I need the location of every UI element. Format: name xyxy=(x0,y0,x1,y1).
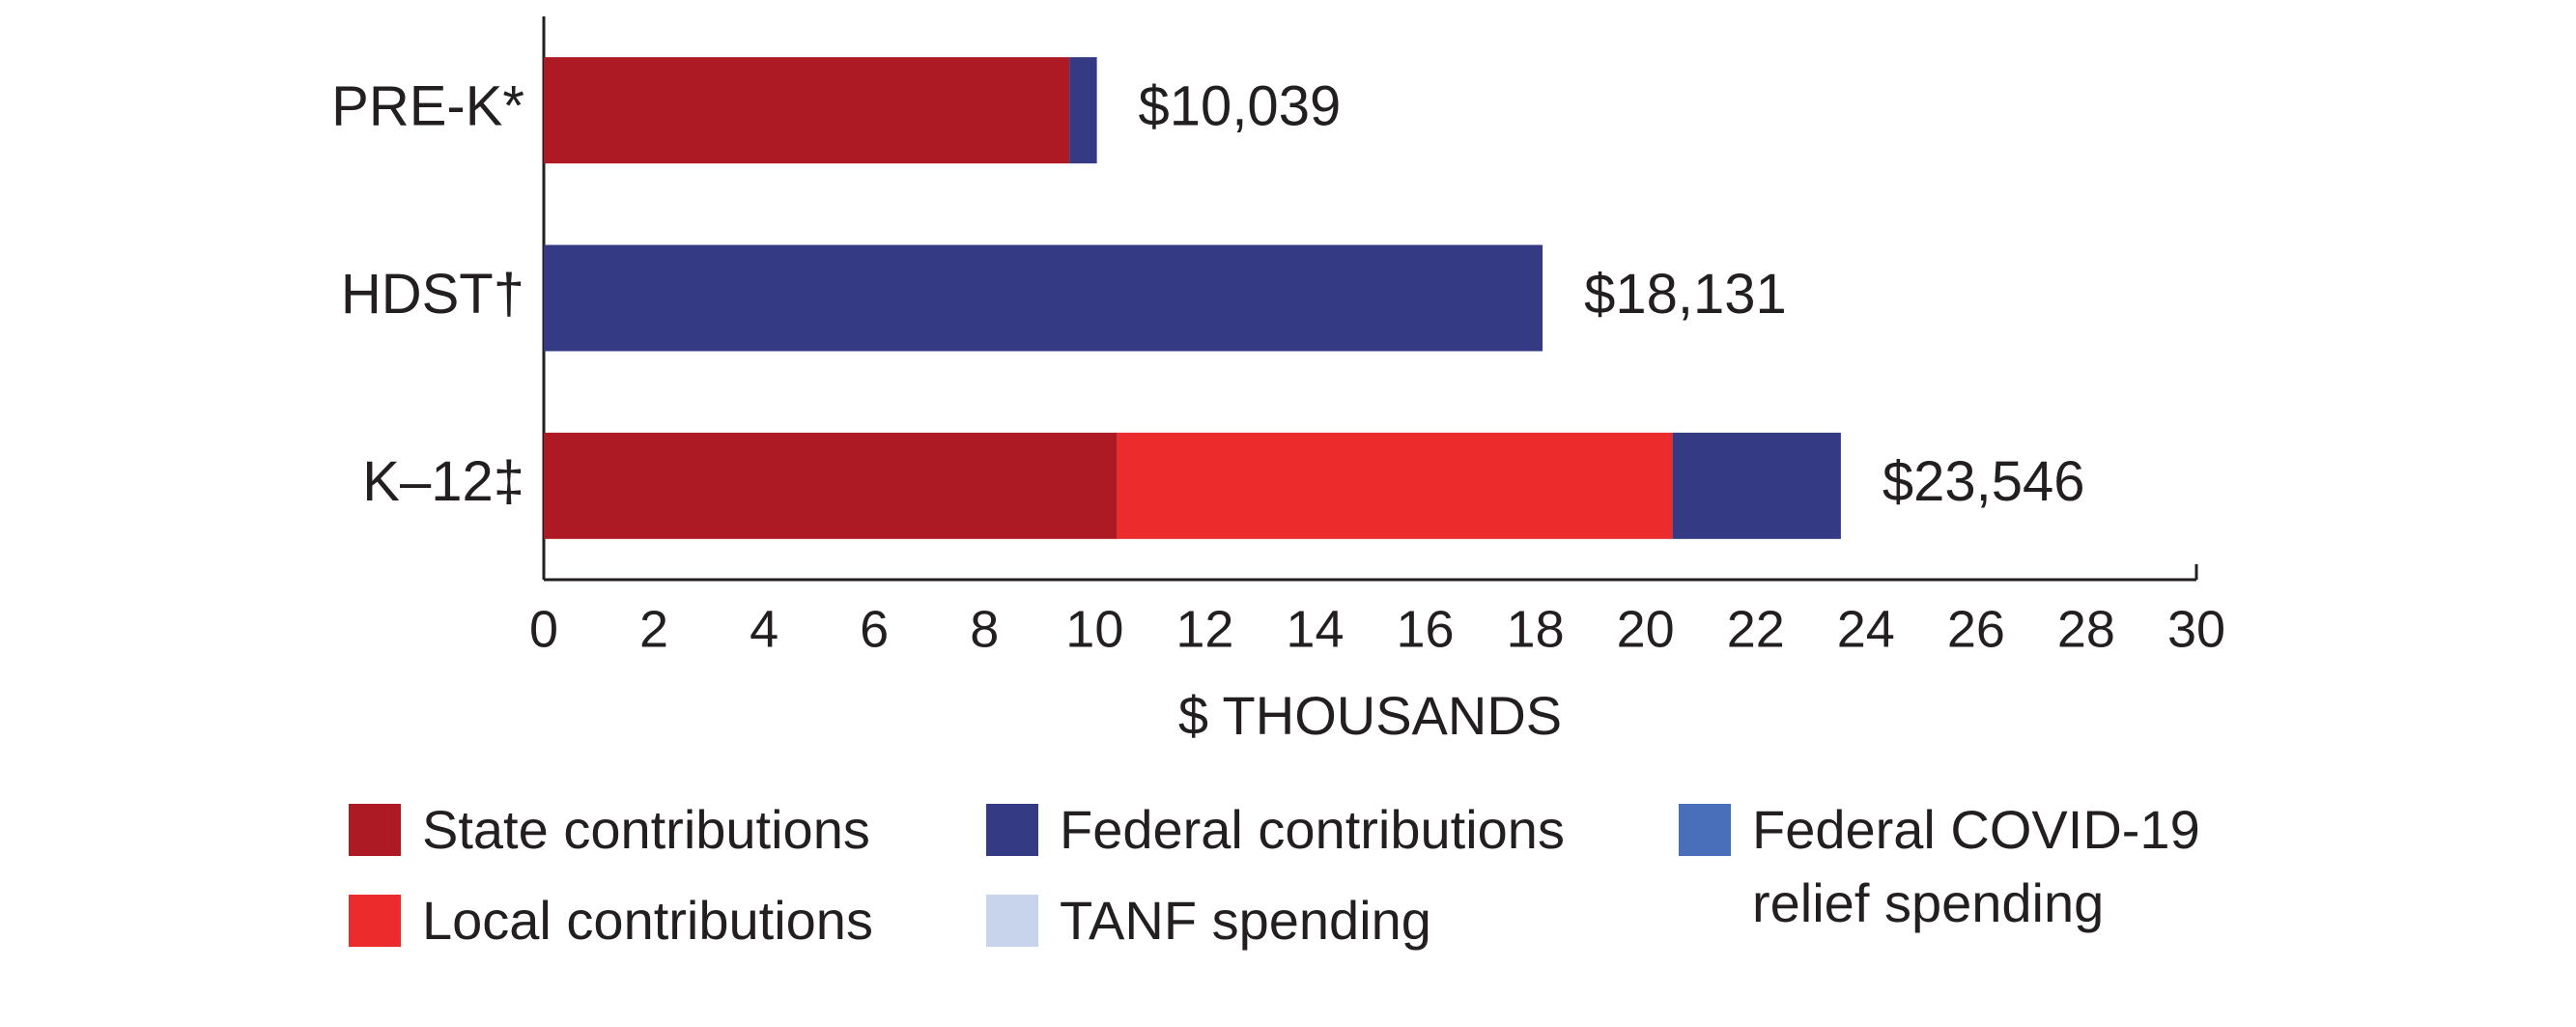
x-tick-label: 6 xyxy=(860,600,889,658)
total-label: $18,131 xyxy=(1584,263,1787,326)
x-tick-label: 24 xyxy=(1837,600,1895,658)
legend-label: Federal COVID-19 relief spending xyxy=(1752,799,2200,933)
bar-segment xyxy=(1117,432,1673,539)
x-tick-label: 16 xyxy=(1396,600,1454,658)
x-tick-label: 26 xyxy=(1947,600,2005,658)
x-tick-label: 2 xyxy=(639,600,668,658)
x-tick-label: 30 xyxy=(2167,600,2225,658)
x-tick-label: 14 xyxy=(1286,600,1344,658)
category-label: PRE-K* xyxy=(331,74,524,137)
bar-segment xyxy=(544,244,1543,352)
legend-label: Federal contributions xyxy=(1060,799,1565,860)
x-tick-label: 10 xyxy=(1065,600,1123,658)
total-label: $23,546 xyxy=(1882,450,2085,513)
x-tick-label: 0 xyxy=(529,600,558,658)
category-label: K–12‡ xyxy=(362,450,524,513)
legend-swatch xyxy=(986,804,1038,856)
legend-label: Local contributions xyxy=(422,890,873,951)
x-tick-label: 12 xyxy=(1175,600,1233,658)
x-tick-label: 18 xyxy=(1507,600,1565,658)
bar-segment xyxy=(544,432,1118,539)
bar-segment xyxy=(1069,57,1097,164)
category-label: HDST† xyxy=(341,263,524,326)
x-axis-label: $ THOUSANDS xyxy=(1178,685,1562,746)
total-label: $10,039 xyxy=(1139,74,1342,137)
legend-label: TANF spending xyxy=(1060,890,1431,951)
x-tick-label: 22 xyxy=(1727,600,1785,658)
x-tick-label: 8 xyxy=(970,600,999,658)
bar-segment xyxy=(544,57,1070,164)
x-tick-label: 28 xyxy=(2057,600,2115,658)
bar-segment xyxy=(1672,432,1841,539)
legend-swatch xyxy=(1679,804,1731,856)
legend-swatch xyxy=(986,895,1038,947)
legend-label: State contributions xyxy=(422,799,870,860)
legend-swatch xyxy=(349,895,401,947)
x-tick-label: 20 xyxy=(1617,600,1675,658)
x-tick-label: 4 xyxy=(750,600,778,658)
legend-swatch xyxy=(349,804,401,856)
